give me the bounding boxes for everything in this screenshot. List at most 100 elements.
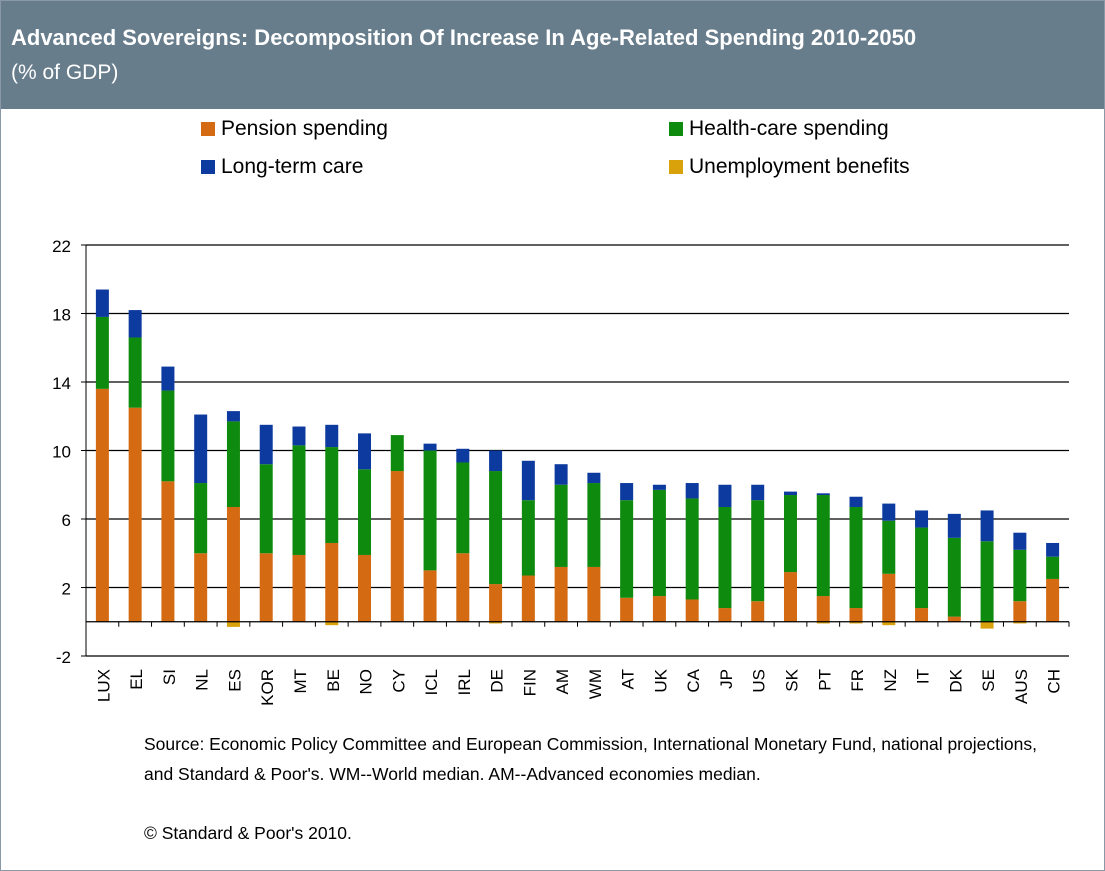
x-tick-label: AUS xyxy=(1012,669,1031,704)
bar-segment-pension xyxy=(292,555,305,622)
bar-segment-pension xyxy=(817,596,830,622)
bar-segment-pension xyxy=(587,567,600,622)
x-tick-label: ICL xyxy=(422,669,441,695)
x-tick-label: ES xyxy=(225,669,244,692)
bar-segment-health xyxy=(653,490,666,596)
bar-segment-health xyxy=(292,445,305,555)
bar-segment-pension xyxy=(424,570,437,621)
bar-segment-health xyxy=(522,500,535,575)
bar-segment-pension xyxy=(129,408,142,622)
x-tick-label: AT xyxy=(619,669,638,689)
bar-segment-ltc xyxy=(981,510,994,541)
bar-segment-ltc xyxy=(948,514,961,538)
bar-segment-ltc xyxy=(129,310,142,337)
bar-segment-health xyxy=(260,464,273,553)
bar-segment-pension xyxy=(882,574,895,622)
x-tick-label: SE xyxy=(979,669,998,692)
bar-segment-ltc xyxy=(227,411,240,421)
bar-segment-ltc xyxy=(718,485,731,507)
bar-segment-health xyxy=(817,495,830,596)
x-tick-label: NL xyxy=(193,669,212,691)
x-tick-label: IRL xyxy=(455,669,474,695)
bar-segment-ltc xyxy=(555,464,568,485)
x-tick-label: AM xyxy=(553,669,572,695)
y-tick-label: 18 xyxy=(52,306,71,325)
bar-segment-pension xyxy=(1046,579,1059,622)
bar-segment-health xyxy=(1046,557,1059,579)
bar-segment-pension xyxy=(489,584,502,622)
bar-segment-pension xyxy=(96,389,109,622)
bar-segment-ltc xyxy=(292,427,305,446)
bar-segment-pension xyxy=(260,553,273,622)
bar-segment-pension xyxy=(358,555,371,622)
y-tick-label: -2 xyxy=(56,648,71,667)
bar-segment-unemployment xyxy=(227,622,240,627)
bar-segment-ltc xyxy=(424,444,437,451)
bar-segment-pension xyxy=(653,596,666,622)
bar-segment-ltc xyxy=(686,483,699,498)
x-tick-label: WM xyxy=(586,669,605,699)
x-tick-label: EL xyxy=(127,669,146,690)
x-tick-label: JP xyxy=(717,669,736,689)
x-tick-label: FR xyxy=(848,669,867,692)
bar-segment-ltc xyxy=(882,504,895,521)
bar-segment-ltc xyxy=(850,497,863,507)
bar-segment-pension xyxy=(456,553,469,622)
bar-segment-health xyxy=(587,483,600,567)
x-tick-label: CY xyxy=(389,669,408,693)
bar-segment-ltc xyxy=(96,290,109,317)
x-tick-label: SI xyxy=(160,669,179,685)
bar-segment-ltc xyxy=(1046,543,1059,557)
bar-segment-pension xyxy=(850,608,863,622)
bar-segment-pension xyxy=(784,572,797,622)
bar-segment-unemployment xyxy=(981,622,994,629)
x-tick-label: BE xyxy=(324,669,343,692)
bar-segment-pension xyxy=(391,471,404,622)
x-tick-label: US xyxy=(750,669,769,693)
bar-segment-health xyxy=(555,485,568,567)
y-tick-label: 10 xyxy=(52,443,71,462)
bar-segment-pension xyxy=(948,617,961,622)
x-tick-label: SK xyxy=(782,668,801,691)
x-tick-label: UK xyxy=(651,668,670,692)
x-tick-label: IT xyxy=(914,669,933,684)
bar-segment-health xyxy=(96,317,109,389)
bar-segment-ltc xyxy=(194,415,207,484)
bar-segment-ltc xyxy=(325,425,338,447)
bar-segment-health xyxy=(161,391,174,482)
x-tick-label: NO xyxy=(357,669,376,695)
bar-segment-health xyxy=(981,541,994,621)
x-tick-label: LUX xyxy=(94,669,113,702)
x-tick-label: DK xyxy=(946,668,965,692)
bar-segment-health xyxy=(948,538,961,617)
bar-segment-pension xyxy=(555,567,568,622)
bar-segment-pension xyxy=(325,543,338,622)
bar-segment-ltc xyxy=(784,492,797,495)
bar-segment-health xyxy=(751,500,764,601)
bar-segment-pension xyxy=(522,576,535,622)
x-tick-label: PT xyxy=(815,669,834,691)
y-tick-label: 22 xyxy=(52,237,71,256)
bar-segment-health xyxy=(784,495,797,572)
bar-segment-health xyxy=(325,447,338,543)
bar-segment-health xyxy=(358,469,371,555)
bar-segment-ltc xyxy=(161,367,174,391)
bar-segment-ltc xyxy=(456,449,469,463)
bar-segment-ltc xyxy=(620,483,633,500)
bar-segment-health xyxy=(489,471,502,584)
bar-segment-ltc xyxy=(1013,533,1026,550)
x-tick-label: DE xyxy=(488,669,507,693)
bar-segment-pension xyxy=(915,608,928,622)
x-tick-label: KOR xyxy=(258,669,277,706)
bar-segment-pension xyxy=(194,553,207,622)
bar-segment-ltc xyxy=(751,485,764,500)
bar-segment-pension xyxy=(1013,601,1026,622)
x-tick-label: NZ xyxy=(881,669,900,692)
bar-segment-pension xyxy=(686,599,699,621)
bar-segment-health xyxy=(718,507,731,608)
y-tick-label: 14 xyxy=(52,374,71,393)
y-tick-label: 2 xyxy=(62,580,71,599)
copyright-note: © Standard & Poor's 2010. xyxy=(144,823,352,844)
source-note: Source: Economic Policy Committee and Eu… xyxy=(144,729,1064,789)
bar-segment-pension xyxy=(161,481,174,621)
